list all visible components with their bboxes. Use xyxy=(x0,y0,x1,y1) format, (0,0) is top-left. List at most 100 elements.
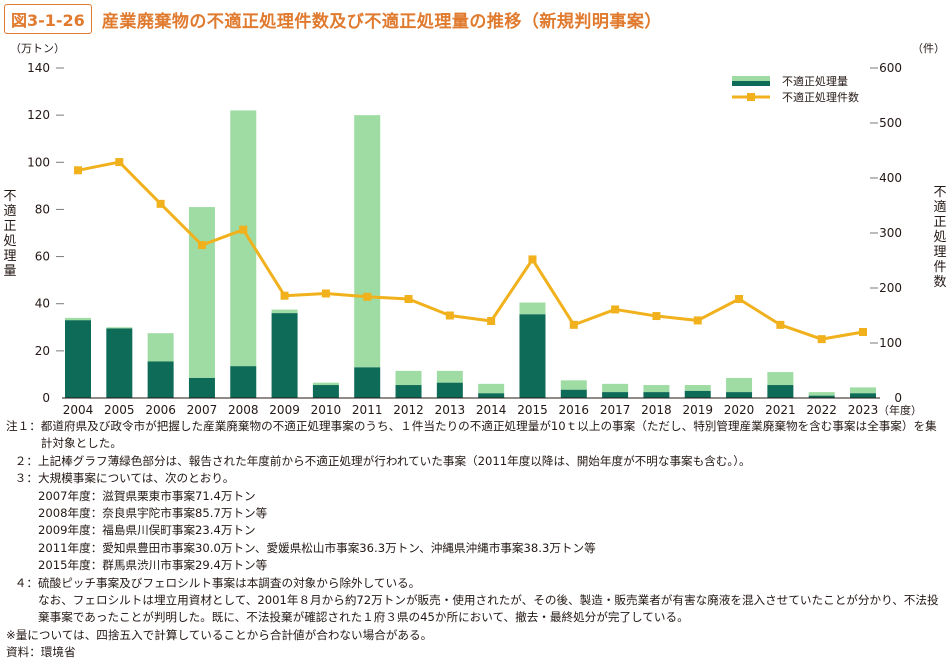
bar-light-segment xyxy=(767,372,794,386)
bar-light-segment xyxy=(560,380,587,390)
note-subitem: 2015年度：群馬県渋川市事案29.4万トン等 xyxy=(38,558,268,573)
bar-dark-segment xyxy=(354,367,381,398)
bar-dark-segment xyxy=(395,385,422,398)
x-tick-label: 2011 xyxy=(352,403,383,416)
note-subitem: 2011年度：愛知県豊田市事案30.0万トン、愛媛県松山市事案36.3万トン、沖… xyxy=(38,540,596,555)
y-left-tick-label: 80 xyxy=(35,202,50,216)
line-point xyxy=(569,320,578,329)
y-right-tick-label: 500 xyxy=(879,116,902,130)
line-point xyxy=(859,328,867,336)
x-tick-label: 2010 xyxy=(311,403,342,416)
y-right-tick-label: 0 xyxy=(894,391,902,405)
y-left-tick-label: 60 xyxy=(35,250,50,264)
bar-dark-segment xyxy=(560,389,587,398)
note-row: ４： 硫酸ピッチ事案及びフェロシルト事案は本調査の対象から除外している。 なお、フェ… xyxy=(6,575,946,627)
y-right-unit: （件） xyxy=(912,42,945,55)
y-left-tick-label: 40 xyxy=(35,297,50,311)
x-tick-label: 2013 xyxy=(435,403,466,416)
bar-dark-segment xyxy=(188,377,215,398)
line-point xyxy=(611,305,620,314)
bar-series xyxy=(65,110,876,398)
bar-light-segment xyxy=(354,115,381,368)
bar-dark-segment xyxy=(436,382,463,398)
y-left-tick-label: 20 xyxy=(35,344,50,358)
bar-light-segment xyxy=(684,385,711,391)
notes-section: 注１： 都道府県及び政令市が把握した産業廃棄物の不適正処理事案のうち、１件当たりの… xyxy=(6,418,946,662)
grid-lines xyxy=(56,67,878,352)
line-point xyxy=(487,317,496,325)
bar-light-segment xyxy=(436,370,463,383)
bar-dark-segment xyxy=(519,314,546,398)
bar-dark-segment xyxy=(726,392,753,398)
y-right-tick-label: 300 xyxy=(879,226,902,240)
y-left-tick-label: 120 xyxy=(27,108,50,122)
x-tick-label: 2005 xyxy=(104,403,135,416)
figure-header: 図3-1-26 産業廃棄物の不適正処理件数及び不適正処理量の推移（新規判明事案） xyxy=(4,4,662,34)
note-marker: 注１： xyxy=(6,419,41,433)
y-right-axis-title: 不適正処理件数 xyxy=(933,185,946,290)
note-row: ３： 大規模事案については、次のとおり。 2007年度：滋賀県栗東市事案71.4万ト… xyxy=(6,470,946,574)
figure-label: 図3-1-26 xyxy=(4,4,92,34)
note-subitem: 2009年度：福島県川俣町事案23.4万トン xyxy=(38,523,256,538)
line-point xyxy=(363,292,372,301)
y-right-tick-label: 100 xyxy=(879,336,902,350)
note-subitem: 2007年度：滋賀県栗東市事案71.4万トン xyxy=(38,488,256,503)
legend-swatch-marker xyxy=(747,93,755,101)
bar-dark-segment xyxy=(850,393,876,398)
x-tick-label: 2023 xyxy=(848,403,879,416)
note-body: 硫酸ピッチ事案及びフェロシルト事案は本調査の対象から除外している。 なお、フェロシ… xyxy=(38,575,946,627)
bar-light-segment xyxy=(312,382,339,386)
bar-light-segment xyxy=(602,383,629,393)
figure-title: 産業廃棄物の不適正処理件数及び不適正処理量の推移（新規判明事案） xyxy=(101,11,662,32)
line-point xyxy=(280,291,289,300)
y-left-axis-title: 不適正処理量 xyxy=(3,189,16,279)
note-subitem: 2008年度：奈良県宇陀市事案85.7万トン等 xyxy=(38,506,268,521)
x-tick-label: 2006 xyxy=(145,403,176,416)
legend-label-amount: 不適正処理量 xyxy=(782,74,848,88)
line-point xyxy=(156,199,165,208)
y-right-tick-label: 200 xyxy=(879,281,902,295)
line-point xyxy=(776,320,785,329)
line-point xyxy=(445,311,454,320)
y-left-tick-label: 0 xyxy=(42,391,50,405)
line-point xyxy=(817,335,826,344)
x-tick-label: 2020 xyxy=(724,403,755,416)
legend-swatch-bar-dark xyxy=(732,81,770,86)
x-tick-label: 2015 xyxy=(517,403,548,416)
bar-dark-segment xyxy=(602,392,629,398)
bar-dark-segment xyxy=(643,392,670,398)
source: 資料：環境省 xyxy=(6,645,76,660)
note-text: 上記棒グラフ薄緑色部分は、報告された年度前から不適正処理が行われていた事案（20… xyxy=(38,453,751,468)
bar-dark-segment xyxy=(478,393,505,398)
bar-dark-segment xyxy=(767,385,794,398)
x-tick-label: 2012 xyxy=(393,403,424,416)
line-point xyxy=(404,295,413,303)
x-tick-label: 2019 xyxy=(682,403,713,416)
note-row: ２： 上記棒グラフ薄緑色部分は、報告された年度前から不適正処理が行われていた事案（… xyxy=(6,453,946,470)
bar-light-segment xyxy=(478,383,505,394)
line-point xyxy=(239,225,248,234)
line-point xyxy=(197,241,206,250)
chart: （万トン） （件） 0 20 40 60 80 100 120 140 0 100 200 300 400 5… xyxy=(3,42,946,416)
x-tick-label: 2016 xyxy=(559,403,590,416)
x-tick-label: 2009 xyxy=(269,403,300,416)
y-left-unit: （万トン） xyxy=(10,42,65,55)
note-text: 大規模事案については、次のとおり。 xyxy=(38,471,235,486)
line-path xyxy=(77,160,864,341)
bar-dark-segment xyxy=(312,385,339,398)
bar-light-segment xyxy=(65,317,91,321)
x-tick-label: 2014 xyxy=(476,403,507,416)
note-body: 大規模事案については、次のとおり。 2007年度：滋賀県栗東市事案71.4万トン 2… xyxy=(38,470,946,574)
y-left-tick-label: 100 xyxy=(27,155,50,169)
bar-dark-segment xyxy=(684,390,711,398)
line-point xyxy=(693,316,702,325)
bar-light-segment xyxy=(395,370,422,386)
bar-light-segment xyxy=(519,302,546,315)
note-marker: ２： xyxy=(14,453,38,468)
y-left-tick-label: 140 xyxy=(27,61,50,75)
footnote: ※量については、四捨五入で計算していることから合計値が合わない場合がある。 xyxy=(6,627,433,642)
note-row: 注１： 都道府県及び政令市が把握した産業廃棄物の不適正処理事案のうち、１件当たりの… xyxy=(6,418,946,453)
bar-light-segment xyxy=(230,110,257,367)
x-axis-unit: （年度） xyxy=(878,403,922,416)
